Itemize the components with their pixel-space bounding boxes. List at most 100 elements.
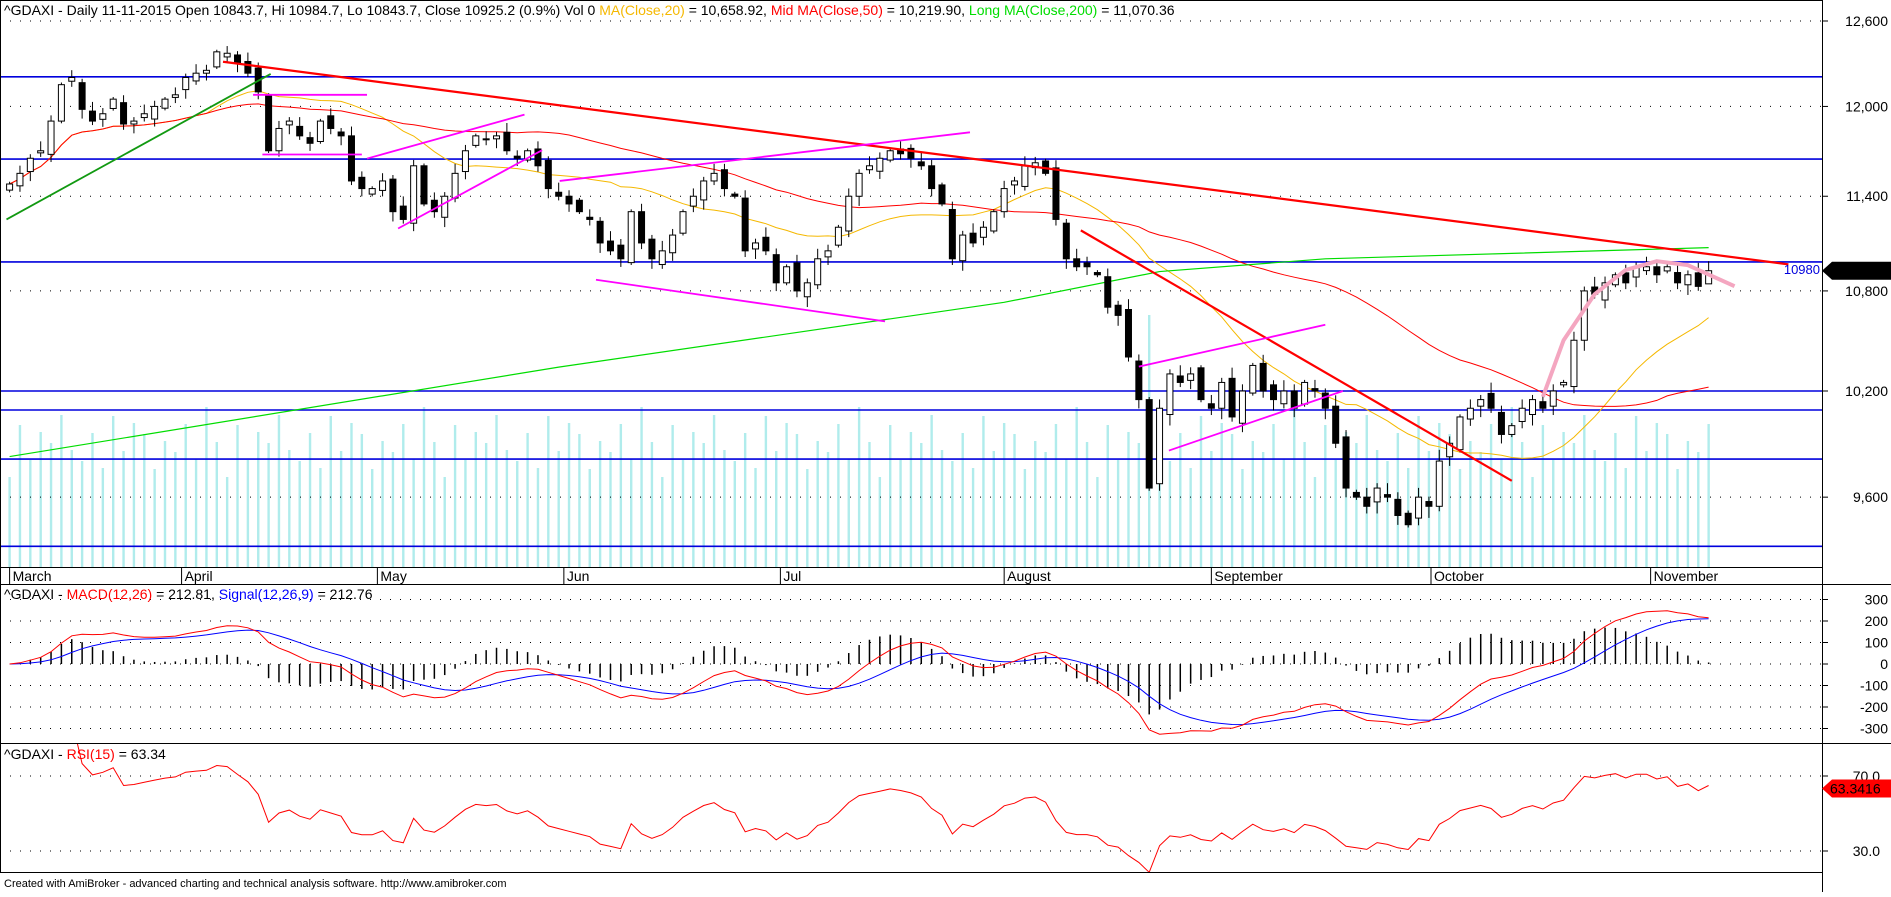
volume-bar [650,442,654,567]
month-label: Jul [783,568,801,584]
rsi-label: RSI(15) [67,746,115,762]
candle-down [1093,272,1101,276]
candle-up [99,113,107,120]
volume-bar [702,443,705,567]
candle-up [834,226,842,246]
volume-bar [920,443,923,567]
volume-bar [1572,443,1576,567]
volume-bar [1458,469,1462,567]
volume-bar [505,450,509,567]
ma20-line [9,90,1709,459]
volume-bar [816,441,819,567]
candle-down [1228,377,1236,418]
candle-up [130,120,138,125]
volume-bar [1272,424,1275,567]
macd-lines [9,610,1710,735]
volume-bar [319,468,322,567]
channel-line [595,278,886,323]
candle-down [648,238,656,260]
volume-bar [598,441,602,567]
candle-up [979,226,987,238]
candle-down [1342,436,1350,489]
candle-up [1280,390,1288,405]
volume-bar [1645,451,1648,567]
rsi-panel[interactable]: ^GDAXI - RSI(15) = 63.34 [0,720,1828,873]
candle-up [679,211,687,234]
volume-bar [1655,423,1659,567]
candle-up [379,180,387,191]
candle-up [1166,373,1174,416]
volume-bar [630,459,633,567]
candle-up [627,211,635,264]
volume-bar [1261,452,1265,567]
candle-up [824,250,832,258]
channel-line [397,149,543,230]
volume-bar [536,468,540,567]
volume-bar [847,459,850,567]
candle-down [503,131,511,152]
volume-bar [1054,424,1058,567]
candle-up [1301,381,1309,405]
macd-axis-label: -200 [1860,699,1888,715]
volume-bar [1489,424,1493,567]
volume-bar [1230,434,1234,567]
volume-bar [640,407,643,567]
macd-axis-label: 200 [1865,613,1889,629]
price-panel[interactable]: ^GDAXI - Daily 11-11-2015 Open 10843.7, … [0,2,1828,567]
volume-bar [122,451,125,567]
volume-bar [1334,460,1337,567]
macd-panel[interactable]: ^GDAXI - MACD(12,26) = 212.81, Signal(12… [0,586,1828,735]
volume-bar [225,477,229,567]
volume-bar [257,432,260,567]
rsi-last-value: 63.3416 [1830,780,1881,796]
macd-header: ^GDAXI - MACD(12,26) = 212.81, Signal(12… [4,586,373,602]
candle-up [1456,416,1464,451]
ma50-line [9,103,1709,407]
candle-up [1415,496,1423,519]
volume-bar [298,461,301,567]
candle-down [1497,411,1505,435]
volume-bar [163,441,167,567]
volume-bar [723,450,726,567]
volume-bar [174,452,177,567]
candle-up [26,157,34,173]
candle-down [1197,367,1205,401]
volume-bar [236,425,239,567]
volume-bar [754,468,757,567]
month-label: April [185,568,213,584]
candle-up [16,172,24,187]
volume-bar [547,416,550,567]
volume-bar [391,452,395,567]
volume-bar [143,434,146,567]
candle-down [534,148,542,167]
volume-bar [1065,459,1068,567]
volume-bar [1531,477,1534,567]
volume-bar [982,416,985,567]
candle-down [555,191,563,197]
volume-bar [588,469,591,567]
candle-up [47,120,55,155]
candle-down [762,236,770,252]
volume-bar [1189,468,1192,567]
volume-bar [1593,450,1596,567]
rsi-axis-label: 30.0 [1853,843,1880,859]
candle-down [1052,167,1060,220]
candle-up [855,172,863,197]
candle-down [327,115,335,129]
candle-up [461,150,469,173]
macd-axis-label: 300 [1865,592,1889,608]
volume-bar [1303,442,1306,567]
candle-down [565,195,573,205]
volume-bar [578,434,581,567]
candle-up [57,84,65,122]
macd-axis-label: -100 [1860,678,1888,694]
candle-down [399,205,407,220]
trend-line [1080,229,1513,482]
volume-bar [1541,425,1545,567]
channel-line [1168,390,1344,452]
candle-down [306,137,314,144]
level-label: 10980 [1784,262,1820,277]
channel-line [1138,323,1326,368]
volume-bar [1313,477,1317,567]
